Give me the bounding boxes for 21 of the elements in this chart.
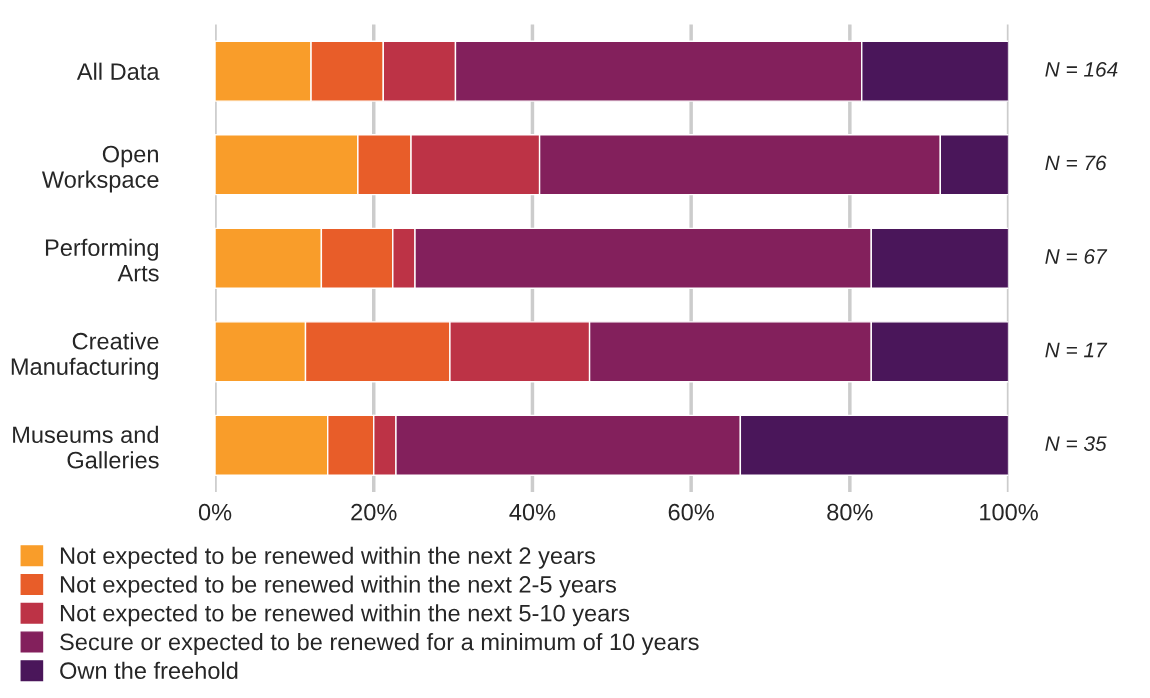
x-tick-label: 0% bbox=[198, 503, 232, 521]
legend-label: Secure or expected to be renewed for a minimum of 10 years bbox=[60, 632, 699, 655]
y-tick-label: All Data bbox=[76, 62, 160, 80]
text: N = 67 bbox=[1045, 249, 1108, 264]
legend-label: Own the freehold bbox=[60, 661, 238, 680]
text: N = 164 bbox=[1045, 62, 1118, 77]
y-tick-label: Open Workspace bbox=[41, 145, 159, 193]
x-tick-label: 100% bbox=[980, 503, 1038, 521]
text: N = 17 bbox=[1045, 342, 1108, 358]
y-tick-label: Creative Manufacturing bbox=[11, 332, 159, 380]
x-tick-label: 80% bbox=[827, 503, 873, 521]
text: N = 76 bbox=[1045, 155, 1107, 171]
legend-label: Not expected to be renewed within the next 2-5 years bbox=[60, 575, 616, 598]
legend-label: Not expected to be renewed within the next 2 years bbox=[60, 546, 595, 569]
x-tick-label: 40% bbox=[509, 503, 556, 521]
legend-label: Not expected to be renewed within the next 5-10 years bbox=[60, 604, 630, 627]
y-tick-label: Performing Arts bbox=[45, 238, 159, 282]
x-tick-label: 60% bbox=[668, 503, 714, 521]
x-tick-label: 20% bbox=[351, 503, 397, 521]
y-tick-label: Museums and Galleries bbox=[13, 425, 159, 469]
text: N = 35 bbox=[1045, 436, 1107, 451]
